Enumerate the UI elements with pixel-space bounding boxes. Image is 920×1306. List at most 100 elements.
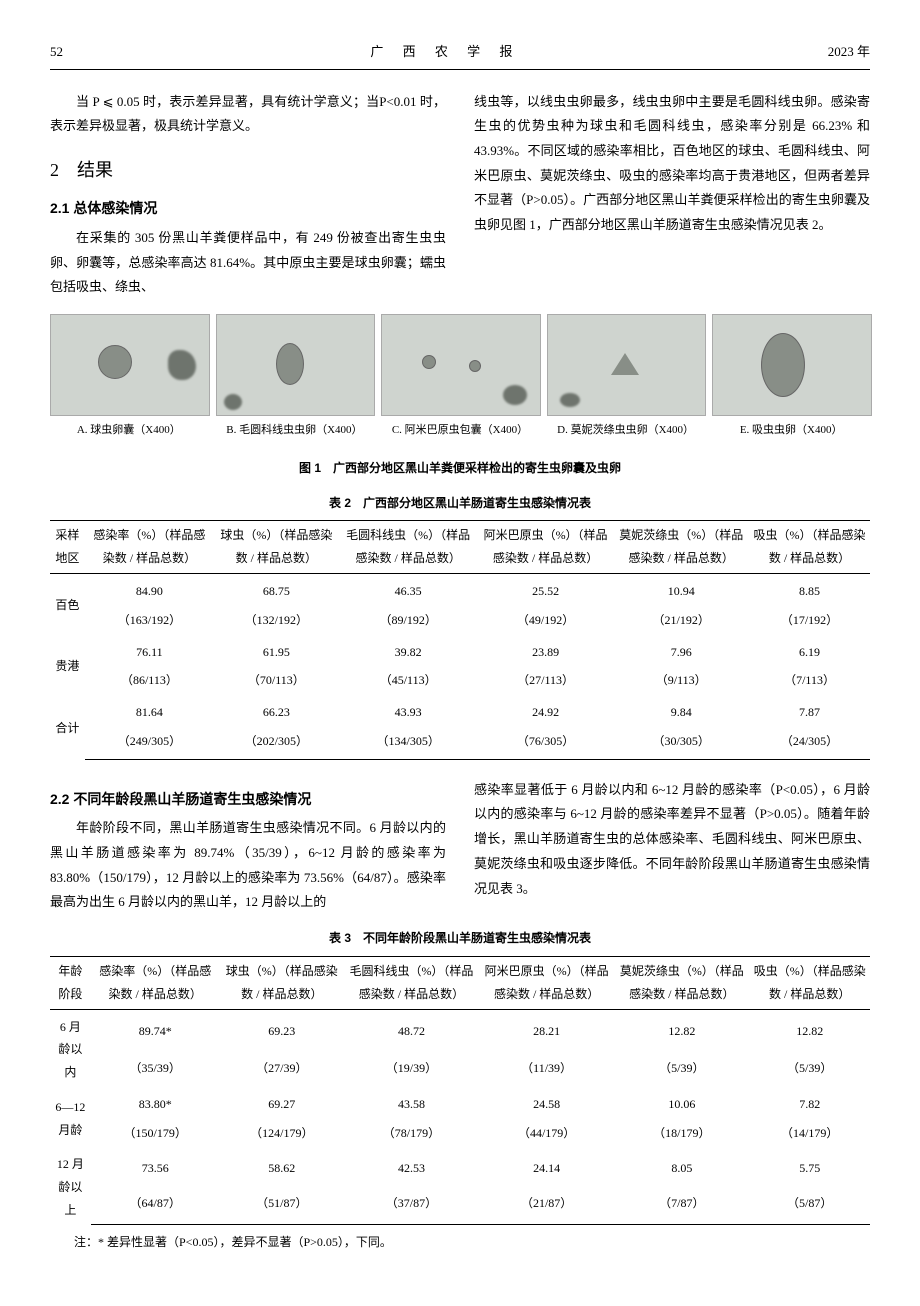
- section-2-1-right-text: 线虫等，以线虫虫卵最多，线虫虫卵中主要是毛圆科线虫卵。感染寄生虫的优势虫种为球虫…: [474, 90, 870, 238]
- t3-subcell: （7/87）: [614, 1186, 749, 1225]
- t3-cell: 58.62: [220, 1147, 344, 1185]
- fig-d-image: [547, 314, 707, 416]
- t3-row: 12 月龄以上73.5658.6242.5324.148.055.75: [50, 1147, 870, 1185]
- t3-h3: 毛圆科线虫（%）（样品感染数 / 样品总数）: [344, 956, 479, 1009]
- t2-row: 合计81.6466.2343.9324.929.847.87: [50, 695, 870, 727]
- t3-cell: 48.72: [344, 1009, 479, 1050]
- t2-subcell: （89/192）: [339, 606, 478, 635]
- section-title: 结果: [77, 160, 113, 180]
- sec22-left-col: 2.2 不同年龄段黑山羊肠道寄生虫感染情况 年龄阶段不同，黑山羊肠道寄生虫感染情…: [50, 778, 446, 915]
- t3-subcell: （64/87）: [91, 1186, 220, 1225]
- t2-cell: 66.23: [214, 695, 338, 727]
- t3-cell: 7.82: [749, 1087, 870, 1119]
- t3-row-sub: （35/39）（27/39）（19/39）（11/39）（5/39）（5/39）: [50, 1050, 870, 1087]
- t2-h5: 莫妮茨绦虫（%）（样品感染数 / 样品总数）: [613, 521, 749, 574]
- t3-cell: 69.27: [220, 1087, 344, 1119]
- t2-subcell: （249/305）: [85, 727, 214, 759]
- figure-1-row: A. 球虫卵囊（X400） B. 毛圆科线虫虫卵（X400） C. 阿米巴原虫包…: [50, 314, 870, 441]
- t2-cell: 7.96: [613, 635, 749, 667]
- t2-cell: 39.82: [339, 635, 478, 667]
- t2-subcell: （134/305）: [339, 727, 478, 759]
- section-2-heading: 2 结果: [50, 153, 446, 187]
- table-2: 采样地区 感染率（%）（样品感染数 / 样品总数） 球虫（%）（样品感染数 / …: [50, 520, 870, 759]
- fig-e-caption: E. 吸虫虫卵（X400）: [712, 420, 870, 441]
- t3-subcell: （44/179）: [479, 1119, 614, 1148]
- t2-subcell: （49/192）: [478, 606, 614, 635]
- sec22-columns: 2.2 不同年龄段黑山羊肠道寄生虫感染情况 年龄阶段不同，黑山羊肠道寄生虫感染情…: [50, 778, 870, 915]
- t2-subcell: （70/113）: [214, 666, 338, 695]
- t3-row-sub: （64/87）（51/87）（37/87）（21/87）（7/87）（5/87）: [50, 1186, 870, 1225]
- t3-subcell: （27/39）: [220, 1050, 344, 1087]
- t3-subcell: （5/39）: [614, 1050, 749, 1087]
- fig-c: C. 阿米巴原虫包囊（X400）: [381, 314, 539, 441]
- section-number: 2: [50, 160, 59, 180]
- t2-subcell: （163/192）: [85, 606, 214, 635]
- t3-subcell: （5/87）: [749, 1186, 870, 1225]
- t3-subcell: （18/179）: [614, 1119, 749, 1148]
- t2-row-sub: （163/192）（132/192）（89/192）（49/192）（21/19…: [50, 606, 870, 635]
- t2-h0: 采样地区: [50, 521, 85, 574]
- t3-subcell: （78/179）: [344, 1119, 479, 1148]
- t3-subcell: （11/39）: [479, 1050, 614, 1087]
- t2-cell: 10.94: [613, 573, 749, 605]
- t2-h4: 阿米巴原虫（%）（样品感染数 / 样品总数）: [478, 521, 614, 574]
- t3-h2: 球虫（%）（样品感染数 / 样品总数）: [220, 956, 344, 1009]
- t2-row: 百色84.9068.7546.3525.5210.948.85: [50, 573, 870, 605]
- t3-cell: 43.58: [344, 1087, 479, 1119]
- t2-cell: 84.90: [85, 573, 214, 605]
- t3-cell: 12.82: [749, 1009, 870, 1050]
- section-2-2-right-text: 感染率显著低于 6 月龄以内和 6~12 月龄的感染率（P<0.05），6 月龄…: [474, 778, 870, 901]
- year: 2023 年: [828, 40, 870, 65]
- stat-threshold-text: 当 P ⩽ 0.05 时，表示差异显著，具有统计学意义；当P<0.01 时，表示…: [50, 90, 446, 139]
- t2-cell: 6.19: [749, 635, 870, 667]
- fig-b-caption: B. 毛圆科线虫虫卵（X400）: [216, 420, 374, 441]
- t2-subcell: （30/305）: [613, 727, 749, 759]
- t2-subcell: （132/192）: [214, 606, 338, 635]
- t2-region-cell: 百色: [50, 573, 85, 634]
- table-3: 年龄阶段 感染率（%）（样品感染数 / 样品总数） 球虫（%）（样品感染数 / …: [50, 956, 870, 1225]
- t3-subcell: （124/179）: [220, 1119, 344, 1148]
- t3-cell: 73.56: [91, 1147, 220, 1185]
- t2-subcell: （9/113）: [613, 666, 749, 695]
- section-2-1-heading: 2.1 总体感染情况: [50, 195, 446, 222]
- t2-cell: 76.11: [85, 635, 214, 667]
- t2-cell: 43.93: [339, 695, 478, 727]
- t2-cell: 68.75: [214, 573, 338, 605]
- section-2-2-left-text: 年龄阶段不同，黑山羊肠道寄生虫感染情况不同。6 月龄以内的黑山羊肠道感染率为 8…: [50, 816, 446, 915]
- fig-e-image: [712, 314, 872, 416]
- fig-a-caption: A. 球虫卵囊（X400）: [50, 420, 208, 441]
- t3-subcell: （21/87）: [479, 1186, 614, 1225]
- fig-c-caption: C. 阿米巴原虫包囊（X400）: [381, 420, 539, 441]
- t2-region-cell: 贵港: [50, 635, 85, 696]
- t2-subcell: （24/305）: [749, 727, 870, 759]
- t2-h1: 感染率（%）（样品感染数 / 样品总数）: [85, 521, 214, 574]
- fig-b-image: [216, 314, 376, 416]
- t3-cell: 42.53: [344, 1147, 479, 1185]
- t3-subcell: （35/39）: [91, 1050, 220, 1087]
- table-2-title: 表 2 广西部分地区黑山羊肠道寄生虫感染情况表: [50, 492, 870, 515]
- t3-cell: 5.75: [749, 1147, 870, 1185]
- t2-subcell: （27/113）: [478, 666, 614, 695]
- t3-h4: 阿米巴原虫（%）（样品感染数 / 样品总数）: [479, 956, 614, 1009]
- t3-cell: 83.80*: [91, 1087, 220, 1119]
- fig-e: E. 吸虫虫卵（X400）: [712, 314, 870, 441]
- t3-row-sub: （150/179）（124/179）（78/179）（44/179）（18/17…: [50, 1119, 870, 1148]
- t2-h3: 毛圆科线虫（%）（样品感染数 / 样品总数）: [339, 521, 478, 574]
- t2-cell: 81.64: [85, 695, 214, 727]
- t3-cell: 24.58: [479, 1087, 614, 1119]
- t3-subcell: （51/87）: [220, 1186, 344, 1225]
- table-3-title: 表 3 不同年龄阶段黑山羊肠道寄生虫感染情况表: [50, 927, 870, 950]
- sec22-right-col: 感染率显著低于 6 月龄以内和 6~12 月龄的感染率（P<0.05），6 月龄…: [474, 778, 870, 915]
- t2-h2: 球虫（%）（样品感染数 / 样品总数）: [214, 521, 338, 574]
- t2-cell: 8.85: [749, 573, 870, 605]
- fig-d: D. 莫妮茨绦虫虫卵（X400）: [547, 314, 705, 441]
- t3-subcell: （19/39）: [344, 1050, 479, 1087]
- t3-cell: 8.05: [614, 1147, 749, 1185]
- t2-subcell: （21/192）: [613, 606, 749, 635]
- page-header: 52 广 西 农 学 报 2023 年: [50, 40, 870, 70]
- figure-1-title: 图 1 广西部分地区黑山羊粪便采样检出的寄生虫卵囊及虫卵: [50, 457, 870, 480]
- page-number: 52: [50, 40, 63, 65]
- t2-region-cell: 合计: [50, 695, 85, 759]
- t2-cell: 23.89: [478, 635, 614, 667]
- journal-title: 广 西 农 学 报: [370, 40, 520, 65]
